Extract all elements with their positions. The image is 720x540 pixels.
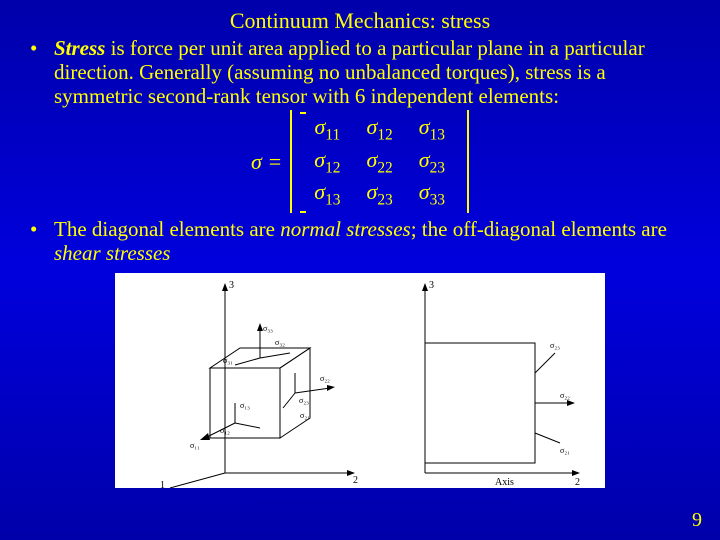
axis-1-label: 1	[160, 480, 165, 488]
matrix-bracket: σ11 σ12 σ13 σ12 σ22 σ23 σ13 σ23 σ33	[290, 110, 469, 212]
svg-text:σ₂₁: σ₂₁	[300, 411, 310, 420]
bullet-1: • Stress is force per unit area applied …	[30, 36, 690, 108]
page-number: 9	[692, 509, 702, 532]
square-2d: 3 2 σ₂₂ σ₂₃ σ₂₁ Axis	[422, 280, 580, 488]
table-row: σ13 σ23 σ33	[302, 179, 457, 209]
svg-text:σ₂₁: σ₂₁	[560, 446, 570, 455]
bullet-2-text: The diagonal elements are normal stresse…	[54, 217, 690, 265]
svg-text:σ₂₃: σ₂₃	[299, 396, 309, 405]
svg-text:σ₁₁: σ₁₁	[190, 441, 200, 450]
svg-text:σ₂₂: σ₂₂	[560, 391, 570, 400]
table-row: σ12 σ22 σ23	[302, 147, 457, 177]
axis-2-label: 2	[353, 475, 358, 486]
svg-text:σ₁₂: σ₁₂	[220, 426, 230, 435]
stress-term: Stress	[54, 36, 105, 60]
bullet-marker: •	[30, 36, 42, 108]
svg-text:σ₃₂: σ₃₂	[275, 338, 285, 347]
svg-text:Axis: Axis	[495, 477, 514, 488]
slide-title: Continuum Mechanics: stress	[0, 0, 720, 34]
svg-text:σ₁₃: σ₁₃	[240, 401, 250, 410]
svg-text:σ₃₁: σ₃₁	[223, 356, 233, 365]
svg-text:σ₃₃: σ₃₃	[263, 324, 273, 333]
svg-text:σ₂₃: σ₂₃	[550, 341, 560, 350]
axis-3-label: 3	[229, 280, 234, 291]
tensor-table: σ11 σ12 σ13 σ12 σ22 σ23 σ13 σ23 σ33	[300, 112, 459, 210]
bullet-2: • The diagonal elements are normal stres…	[30, 217, 690, 265]
normal-stresses-term: normal stresses	[280, 217, 410, 241]
svg-text:2: 2	[575, 477, 580, 488]
stress-cube-diagram: 3 2 1 σ₃₃ σ₃₂ σ₃₁	[115, 273, 605, 488]
shear-stresses-term: shear stresses	[54, 241, 170, 265]
content-area: • Stress is force per unit area applied …	[0, 36, 720, 488]
stress-tensor-equation: σ = σ11 σ12 σ13 σ12 σ22 σ23 σ13 σ	[30, 110, 690, 212]
svg-text:σ₂₂: σ₂₂	[320, 374, 330, 383]
sigma-lhs: σ =	[251, 149, 282, 174]
cube-3d: 3 2 1 σ₃₃ σ₃₂ σ₃₁	[160, 280, 358, 488]
bullet-marker: •	[30, 217, 42, 265]
bullet-1-rest: is force per unit area applied to a part…	[54, 36, 645, 108]
table-row: σ11 σ12 σ13	[302, 114, 457, 144]
svg-text:3: 3	[429, 280, 434, 291]
bullet-1-text: Stress is force per unit area applied to…	[54, 36, 690, 108]
